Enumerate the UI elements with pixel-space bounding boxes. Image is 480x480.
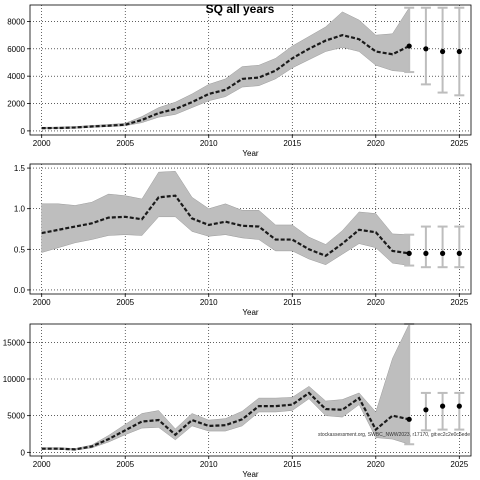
recruitment-x-tick-label-2000: 2000 xyxy=(33,460,51,469)
ssb-panel: 2000 2005 2010 2015 2020 2025 Year 0 2000 4000 600… xyxy=(7,4,472,158)
recruitment-y-tick-label-3: 15000 xyxy=(3,338,26,347)
recruitment-axes: 2000 2005 2010 2015 2020 2025 Year 0 5000 10000 15… xyxy=(3,323,472,479)
recruitment-point-2022 xyxy=(406,416,412,422)
ssb-point-2025 xyxy=(456,48,462,55)
fbar-x-tick-label-2005: 2005 xyxy=(116,298,134,307)
ssb-x-axis-title: Year xyxy=(242,149,259,158)
fbar-plot-frame xyxy=(29,163,472,295)
ssb-point-2023 xyxy=(423,46,429,52)
recruitment-point-2025 xyxy=(456,403,462,409)
recruitment-x-tick-label-2025: 2025 xyxy=(450,460,468,469)
ssb-estimate-line xyxy=(41,33,410,130)
ssb-y-tick-label-1: 2000 xyxy=(7,100,25,109)
ssb-confidence-band xyxy=(41,7,410,130)
ssb-y-tick-label-2: 4000 xyxy=(7,72,25,81)
recruitment-x-tick-label-2015: 2015 xyxy=(283,460,301,469)
ssb-plot-frame xyxy=(29,4,472,136)
ssb-x-tick-label-2000: 2000 xyxy=(33,139,51,148)
ssb-x-tick-label-2015: 2015 xyxy=(283,139,301,148)
recruitment-line xyxy=(41,391,410,451)
ssb-point-2024 xyxy=(440,48,446,55)
ssb-y-tick-label-0: 0 xyxy=(21,127,26,136)
fbar-x-tick-label-2015: 2015 xyxy=(283,298,301,307)
fbar-point-2024 xyxy=(440,250,446,256)
ssb-line xyxy=(41,33,410,130)
recruitment-y-tick-label-0: 0 xyxy=(21,448,26,457)
fbar-band xyxy=(41,171,410,266)
fbar-estimate-line xyxy=(41,194,410,258)
figure-title: SQ all years xyxy=(206,2,275,16)
fbar-x-axis-title: Year xyxy=(242,308,259,317)
fbar-panel: 2000 2005 2010 2015 2020 2025 Year 0.0 0.5 1.0 1.5 xyxy=(14,163,472,317)
fbar-point-2023 xyxy=(423,250,429,256)
ssb-axes: 2000 2005 2010 2015 2020 2025 Year 0 2000 4000 600… xyxy=(7,4,472,158)
recruitment-panel: 2000 2005 2010 2015 2020 2025 Year 0 5000 10000 15… xyxy=(3,323,472,479)
fbar-confidence-band xyxy=(41,171,410,266)
ssb-x-tick-label-2005: 2005 xyxy=(116,139,134,148)
recruitment-forecast xyxy=(404,323,465,446)
recruitment-y-tick-label-1: 5000 xyxy=(7,412,25,421)
fbar-line xyxy=(41,194,410,258)
fbar-forecast xyxy=(404,225,465,269)
recruitment-y-tick-label-2: 10000 xyxy=(3,375,26,384)
ssb-x-tick-label-2025: 2025 xyxy=(450,139,468,148)
recruitment-x-tick-label-2010: 2010 xyxy=(200,460,218,469)
fbar-x-tick-label-2025: 2025 xyxy=(450,298,468,307)
recruitment-plot-frame xyxy=(29,323,472,457)
fbar-point-2025 xyxy=(456,250,462,256)
fbar-point-2022 xyxy=(406,250,412,256)
recruitment-x-tick-label-2020: 2020 xyxy=(367,460,385,469)
ssb-x-tick-label-2010: 2010 xyxy=(200,139,218,148)
fbar-y-tick-label-1: 0.5 xyxy=(14,245,26,254)
fbar-x-tick-label-2000: 2000 xyxy=(33,298,51,307)
fbar-y-tick-label-0: 0.0 xyxy=(14,286,26,295)
credit-text: stockassessment.org, SWBC_NWW2023, r1717… xyxy=(318,432,470,438)
ssb-y-tick-label-3: 6000 xyxy=(7,45,25,54)
ssb-forecast xyxy=(404,6,465,97)
fbar-axes: 2000 2005 2010 2015 2020 2025 Year 0.0 0.5 1.0 1.5 xyxy=(14,163,472,317)
recruitment-estimate-line xyxy=(41,391,410,451)
fbar-x-tick-label-2010: 2010 xyxy=(200,298,218,307)
fbar-grid xyxy=(30,164,471,294)
ssb-y-tick-label-4: 8000 xyxy=(7,17,25,26)
fbar-y-tick-label-3: 1.5 xyxy=(14,164,26,173)
ssb-band xyxy=(41,7,410,130)
recruitment-point-2024 xyxy=(440,403,446,409)
fbar-y-tick-label-2: 1.0 xyxy=(14,205,26,214)
recruitment-point-2023 xyxy=(423,407,429,413)
recruitment-grid xyxy=(30,324,471,456)
ssb-point-2022 xyxy=(406,43,412,49)
recruitment-x-tick-label-2005: 2005 xyxy=(116,460,134,469)
ssb-x-tick-label-2020: 2020 xyxy=(367,139,385,148)
recruitment-x-axis-title: Year xyxy=(242,470,259,479)
fbar-x-tick-label-2020: 2020 xyxy=(367,298,385,307)
